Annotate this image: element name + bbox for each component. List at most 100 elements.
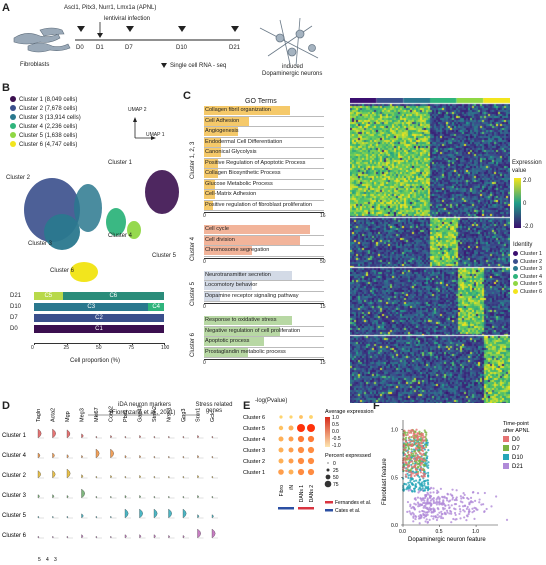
violin-shape (37, 470, 41, 479)
scatter-point (426, 498, 429, 501)
scatter-point (419, 497, 422, 500)
scatter-point (410, 444, 413, 447)
scatter-point (423, 489, 427, 492)
go-terms-chart: Collagen fibril organization Cell Adhesio… (188, 106, 346, 406)
violin-shape (95, 515, 98, 519)
violin-shape (52, 470, 56, 479)
scatter-point (441, 495, 444, 498)
legend-dot (10, 141, 16, 148)
violin-gene-label: Ccnb2 (109, 406, 115, 422)
go-bar (204, 200, 213, 210)
scatter-point (414, 448, 418, 451)
go-bar (204, 127, 238, 136)
scatter-point (414, 515, 418, 519)
scatter-ylabel: Fibroblast feature (382, 458, 388, 505)
violin-shape (168, 435, 170, 439)
go-row-separator (204, 178, 324, 180)
scatter-legend-label: D7 (512, 446, 520, 452)
dot-mark (279, 415, 283, 419)
go-row-separator (204, 234, 324, 236)
scatter-point (432, 499, 435, 502)
scatter-point (427, 493, 430, 496)
scatter-point (442, 500, 445, 503)
scatter-point (436, 513, 439, 516)
scatter-legend-label: D0 (512, 437, 520, 443)
go-terms-title: GO Terms (245, 98, 277, 105)
scatter-point (474, 499, 477, 503)
scatter-point (415, 458, 419, 462)
scatter-point (438, 515, 441, 518)
scatter-legend-swatch (503, 436, 509, 442)
go-bar (204, 116, 249, 126)
scatter-point (417, 488, 420, 491)
scatter-point (463, 493, 466, 497)
scatter-point (423, 429, 426, 432)
go-group-label: Cluster 4 (190, 236, 196, 261)
scatter-point (472, 509, 476, 513)
scatter-point (420, 441, 423, 444)
scatter-point (419, 517, 422, 520)
panel-label-a: A (2, 2, 10, 14)
scatter-point (441, 517, 445, 520)
scatter-point (473, 517, 476, 521)
scatter-point (414, 517, 417, 521)
violin-gene-label: Gclc (210, 411, 216, 422)
scatter-point (461, 505, 465, 508)
scatter-point (473, 506, 476, 509)
scatter-point (447, 500, 451, 503)
scatter-point (411, 489, 414, 493)
go-axis-tick-min: 0 (203, 213, 206, 219)
scatter-point (438, 500, 441, 503)
scatter-point (412, 465, 415, 469)
scatter-point (414, 468, 418, 471)
go-term-label: Cell cycle (205, 226, 229, 232)
identity-label: Cluster 1 (520, 251, 543, 257)
ref-bar-cates (278, 507, 294, 510)
violin-shape (153, 534, 156, 539)
scatter-point (422, 463, 425, 466)
identity-title: Identity (513, 242, 533, 248)
scatter-point (466, 505, 469, 509)
go-bar (204, 291, 220, 301)
umap-label-cluster-2: Cluster 2 (6, 175, 31, 181)
scatter-point (468, 508, 471, 511)
scatter-point (424, 454, 427, 457)
violin-shape (139, 435, 141, 439)
go-axis-tick-min: 0 (203, 360, 206, 366)
ref-legend-swatch (325, 509, 333, 512)
go-row-separator (204, 189, 324, 190)
scatter-point (449, 510, 453, 513)
scatter-point (453, 502, 457, 506)
violin-shape (37, 494, 40, 499)
scatter-point (405, 475, 408, 478)
dot-mark (307, 446, 315, 454)
scatter-point (407, 431, 411, 434)
cell-proportion-axis: 0 25 50 75 100 (31, 343, 169, 363)
scatter-point (418, 504, 421, 508)
scatter-point (415, 428, 418, 431)
violin-gene-label: Nrsn1 (167, 407, 173, 422)
scatter-point (448, 512, 451, 515)
scatter-point (404, 436, 408, 439)
go-axis-tick-min: 0 (203, 258, 206, 265)
scatter-point (429, 491, 432, 494)
scatter-point (412, 440, 415, 443)
avg-expression-title: Average expression (325, 409, 374, 415)
scatter-point (450, 521, 453, 524)
violin-shape (52, 494, 55, 499)
violin-cluster-label: Cluster 1 (2, 433, 27, 439)
umap-plot (24, 170, 179, 282)
scatter-point (421, 497, 425, 500)
scatter-point (410, 451, 413, 454)
scatter-legend-swatch (503, 445, 509, 451)
violin-cluster-label: Cluster 3 (2, 493, 27, 499)
scatter-point (465, 507, 469, 510)
scatter-point (420, 483, 423, 486)
identity-item: Cluster 6 (513, 289, 542, 296)
panel-label-f: F (373, 400, 380, 412)
dot-mark (278, 436, 284, 442)
go-row-separator (204, 346, 324, 348)
scatter-point (451, 488, 454, 491)
go-term-label: Chromosome segregation (205, 247, 270, 253)
violin-shape (110, 495, 112, 499)
